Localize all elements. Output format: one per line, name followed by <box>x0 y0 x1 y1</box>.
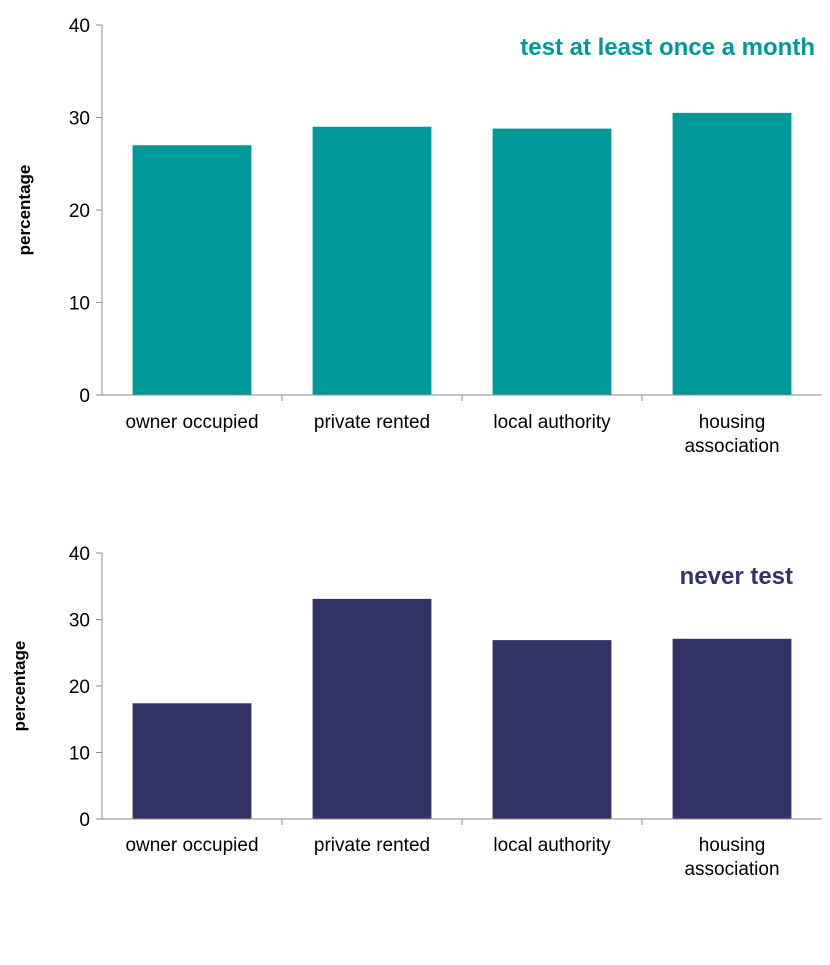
bottom-bar-2 <box>492 640 612 819</box>
bottom-y-tick-label-1: 10 <box>69 744 90 765</box>
top-bar-0 <box>132 145 252 395</box>
top-category-label-0: owner occupied <box>125 412 258 433</box>
top-bar-3 <box>672 112 792 395</box>
top-y-tick-label-2: 20 <box>69 201 90 222</box>
bottom-category-label-0: owner occupied <box>125 835 258 856</box>
bottom-y-axis-title: percentage <box>10 641 29 732</box>
top-y-tick-label-4: 40 <box>69 16 90 37</box>
bottom-bar-1 <box>312 598 432 819</box>
chart-test-monthly-svg: 0 10 20 30 40 owner occupied private rented loc… <box>15 16 822 457</box>
chart-never-test-svg: 0 10 20 30 40 owner occupied private rented loc… <box>10 544 822 880</box>
bottom-bar-3 <box>672 638 792 819</box>
top-bar-1 <box>312 126 432 395</box>
bottom-category-label-1: private rented <box>314 835 430 856</box>
bottom-category-label-2: local authority <box>493 835 611 856</box>
bottom-chart-title: never test <box>680 563 793 590</box>
top-y-tick-label-3: 30 <box>69 109 90 130</box>
top-chart-title: test at least once a month <box>520 34 815 61</box>
top-category-label-2: local authority <box>493 412 611 433</box>
top-y-tick-label-1: 10 <box>69 294 90 315</box>
bottom-y-tick-label-0: 0 <box>79 810 90 831</box>
bottom-category-label-3: housing association <box>684 835 779 880</box>
top-category-label-1: private rented <box>314 412 430 433</box>
top-y-axis-title: percentage <box>15 165 34 256</box>
bottom-y-tick-label-3: 30 <box>69 611 90 632</box>
chart-test-monthly: 0 10 20 30 40 owner occupied private rented loc… <box>0 0 830 470</box>
top-category-label-3: housing association <box>684 412 779 457</box>
bottom-y-tick-label-2: 20 <box>69 677 90 698</box>
bottom-bar-0 <box>132 703 252 819</box>
chart-never-test: 0 10 20 30 40 owner occupied private rented loc… <box>0 520 830 965</box>
top-bar-2 <box>492 128 612 395</box>
bottom-y-tick-label-4: 40 <box>69 544 90 565</box>
top-y-tick-label-0: 0 <box>79 386 90 407</box>
